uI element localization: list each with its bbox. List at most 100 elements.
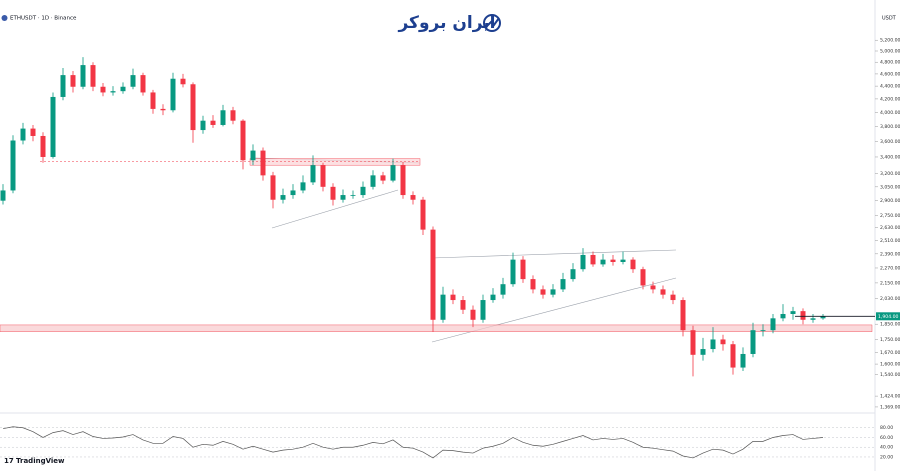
candle-body bbox=[680, 300, 686, 331]
y-tick-label: 5,200.00 bbox=[880, 38, 900, 44]
candle-body bbox=[810, 318, 816, 320]
candle-body bbox=[430, 229, 436, 320]
y-tick-label: 2,270.00 bbox=[880, 265, 900, 271]
y-tick-label: 4,000.00 bbox=[880, 110, 900, 116]
candle-body bbox=[440, 294, 446, 320]
candle-body bbox=[150, 92, 156, 109]
symbol-icon bbox=[1, 15, 8, 21]
candle-body bbox=[710, 339, 716, 350]
trendline bbox=[431, 249, 677, 259]
candle-body bbox=[540, 289, 546, 295]
candle-body bbox=[390, 165, 396, 181]
candle-body bbox=[210, 120, 216, 125]
y-tick-label: 1,424.00 bbox=[880, 394, 900, 400]
candle-body bbox=[380, 175, 386, 181]
candle-body bbox=[570, 269, 576, 280]
y-tick-label: 40.00 bbox=[880, 445, 893, 451]
candle-body bbox=[790, 311, 796, 314]
candle-body bbox=[280, 195, 286, 200]
candle-body bbox=[250, 150, 256, 161]
candle-body bbox=[740, 353, 746, 368]
last-price-box bbox=[876, 312, 900, 321]
candle-body bbox=[530, 279, 536, 290]
y-tick-label: 2,510.00 bbox=[880, 238, 900, 244]
candle-body bbox=[50, 96, 56, 157]
candle-body bbox=[400, 165, 406, 196]
y-tick-label: 20.00 bbox=[880, 454, 893, 460]
candle-body bbox=[220, 110, 226, 125]
y-tick-label: 3,200.00 bbox=[880, 171, 900, 177]
candle-body bbox=[560, 279, 566, 290]
logo-icon bbox=[483, 14, 501, 32]
candle-body bbox=[550, 289, 556, 295]
candle-body bbox=[820, 316, 826, 319]
candle-body bbox=[800, 311, 806, 320]
price-zone bbox=[0, 324, 873, 332]
candle-body bbox=[410, 195, 416, 200]
y-tick-label: 4,200.00 bbox=[880, 96, 900, 102]
candle-body bbox=[780, 313, 786, 319]
candle-body bbox=[90, 65, 96, 87]
candle-body bbox=[350, 195, 356, 196]
candle-body bbox=[580, 254, 586, 270]
candle-body bbox=[750, 330, 756, 354]
y-tick-label: 60.00 bbox=[880, 435, 893, 441]
candle-body bbox=[610, 259, 616, 262]
candle-body bbox=[370, 175, 376, 187]
symbol-title[interactable]: ETHUSDT · 1D · Binance bbox=[10, 16, 77, 22]
candle-body bbox=[600, 259, 606, 265]
candle-body bbox=[0, 190, 6, 201]
y-tick-label: 5,000.00 bbox=[880, 49, 900, 55]
candle-body bbox=[40, 135, 46, 157]
brand: 17 TradingView bbox=[4, 457, 65, 465]
y-tick-label: 2,150.00 bbox=[880, 280, 900, 286]
trendline bbox=[271, 189, 399, 229]
candle-body bbox=[690, 330, 696, 355]
candle-body bbox=[420, 199, 426, 230]
candle-body bbox=[650, 285, 656, 290]
candle-body bbox=[320, 165, 326, 187]
candle-body bbox=[590, 254, 596, 265]
candle-body bbox=[180, 78, 186, 85]
candle-body bbox=[290, 190, 296, 196]
candle-body bbox=[760, 330, 766, 332]
y-tick-label: 2,750.00 bbox=[880, 213, 900, 219]
candle-body bbox=[70, 75, 76, 87]
svg-text:17: 17 bbox=[4, 457, 14, 465]
candle-body bbox=[730, 344, 736, 368]
candle-body bbox=[520, 259, 526, 280]
y-tick-label: 4,400.00 bbox=[880, 84, 900, 90]
y-tick-label: 2,630.00 bbox=[880, 225, 900, 231]
candle-body bbox=[190, 84, 196, 131]
y-tick-label: 2,030.00 bbox=[880, 296, 900, 302]
candle-body bbox=[100, 86, 106, 93]
candle-body bbox=[770, 318, 776, 331]
y-tick-label: 4,800.00 bbox=[880, 60, 900, 66]
y-tick-label: 1,600.00 bbox=[880, 362, 900, 368]
y-tick-label: 2,390.00 bbox=[880, 251, 900, 257]
candle-body bbox=[510, 259, 516, 285]
candle-body bbox=[110, 91, 116, 93]
candle-body bbox=[270, 175, 276, 200]
candle-body bbox=[30, 128, 36, 136]
candle-body bbox=[160, 108, 166, 111]
y-tick-label: 1,540.00 bbox=[880, 372, 900, 378]
y-tick-label: 3,800.00 bbox=[880, 124, 900, 130]
candle-body bbox=[670, 294, 676, 301]
candle-body bbox=[470, 309, 476, 320]
y-tick-label: 4,600.00 bbox=[880, 71, 900, 77]
candle-body bbox=[340, 195, 346, 200]
candle-body bbox=[310, 165, 316, 183]
candle-body bbox=[10, 140, 16, 191]
candle-body bbox=[480, 300, 486, 320]
brand-name: TradingView bbox=[16, 457, 65, 465]
currency[interactable]: USDT bbox=[882, 16, 897, 22]
candle-body bbox=[130, 75, 136, 87]
y-tick-label: 1,850.00 bbox=[880, 322, 900, 328]
price-zone bbox=[249, 158, 421, 166]
candle-body bbox=[700, 349, 706, 355]
candle-body bbox=[80, 65, 86, 87]
candle-body bbox=[330, 186, 336, 200]
